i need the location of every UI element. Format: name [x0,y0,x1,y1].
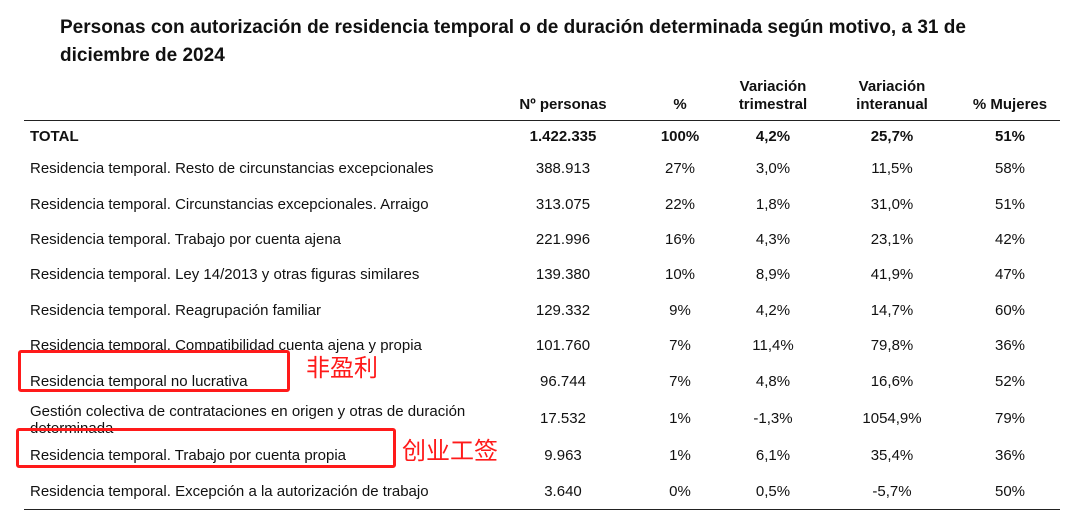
cell-personas: 17.532 [540,409,586,427]
row-label: Residencia temporal. Circunstancias exce… [30,195,429,213]
table-row-non-lucrative: Residencia temporal no lucrativa 96.744 … [24,363,1060,398]
header-var-interanual: Variación interanual [856,78,928,113]
table-row: Residencia temporal. Excepción a la auto… [24,474,1060,510]
cell-pct: 7% [669,337,691,355]
table-row: Residencia temporal. Resto de circunstan… [24,151,1060,186]
cell-personas: 388.913 [535,160,591,178]
cell-var-interanual: 25,7% [870,127,914,145]
cell-pct: 1% [669,409,691,427]
cell-pct: 10% [664,266,696,284]
cell-personas: 3.640 [544,482,582,500]
cell-var-interanual: 14,7% [870,301,914,319]
table-header-row: Nº personas % Variación trimestral Varia… [24,76,1060,121]
row-label: Residencia temporal. Trabajo por cuenta … [30,230,342,248]
row-label: TOTAL [30,127,79,145]
cell-var-trimestral: 8,9% [755,266,791,284]
row-label: Residencia temporal. Trabajo por cuenta … [30,447,347,465]
header-pct: % [673,96,687,113]
row-label: Residencia temporal. Compatibilidad cuen… [30,337,422,355]
cell-var-trimestral: 0,5% [755,482,791,500]
cell-pct-mujeres: 79% [994,409,1026,427]
table-row: Residencia temporal. Compatibilidad cuen… [24,328,1060,363]
cell-pct: 0% [669,482,691,500]
cell-pct: 9% [669,301,691,319]
row-label: Residencia temporal. Excepción a la auto… [30,482,429,500]
cell-pct: 16% [664,230,696,248]
cell-pct-mujeres: 51% [994,195,1026,213]
cell-pct-mujeres: 36% [994,447,1026,465]
row-label: Gestión colectiva de contrataciones en o… [30,403,466,438]
table-row: Residencia temporal. Circunstancias exce… [24,186,1060,221]
cell-personas: 139.380 [535,266,591,284]
cell-var-interanual: 79,8% [870,337,914,355]
cell-var-interanual: 11,5% [871,160,913,178]
cell-personas: 129.332 [535,301,591,319]
cell-var-interanual: 1054,9% [862,409,922,427]
cell-var-interanual: 31,0% [870,195,914,213]
row-label: Residencia temporal. Resto de circunstan… [30,160,434,178]
cell-personas: 96.744 [540,372,586,390]
cell-var-trimestral: 4,8% [755,372,791,390]
header-pct-mujeres: % Mujeres [972,96,1048,113]
cell-var-interanual: 41,9% [870,266,914,284]
cell-pct: 7% [669,372,691,390]
table-row: Residencia temporal. Ley 14/2013 y otras… [24,257,1060,292]
cell-pct: 1% [669,447,691,465]
cell-var-trimestral: 4,3% [755,230,791,248]
annotation-self-employed: 创业工签 [402,437,498,465]
header-personas: Nº personas [519,96,607,113]
table-row: Residencia temporal. Reagrupación famili… [24,293,1060,328]
annotation-non-lucrative: 非盈利 [306,354,378,382]
cell-pct-mujeres: 58% [994,160,1026,178]
table-title: Personas con autorización de residencia … [60,17,966,66]
highlight-box-self-employed [16,428,396,468]
cell-pct: 22% [664,195,696,213]
cell-personas: 101.760 [535,337,591,355]
cell-pct-mujeres: 52% [994,372,1026,390]
cell-var-trimestral: 6,1% [755,447,791,465]
cell-pct-mujeres: 50% [994,482,1026,500]
cell-personas: 221.996 [535,230,591,248]
cell-var-trimestral: 1,8% [755,195,791,213]
cell-var-trimestral: 11,4% [752,337,794,355]
cell-pct-mujeres: 42% [994,230,1026,248]
cell-var-trimestral: 4,2% [755,127,791,145]
cell-var-interanual: 35,4% [870,447,914,465]
cell-personas: 9.963 [544,447,582,465]
header-motivo [24,76,488,121]
cell-pct: 100% [660,127,700,145]
table-row-self-employed: Residencia temporal. Trabajo por cuenta … [24,438,1060,473]
cell-var-interanual: 16,6% [870,372,914,390]
row-label: Residencia temporal. Reagrupación famili… [30,301,321,319]
cell-pct-mujeres: 36% [994,337,1026,355]
cell-var-interanual: -5,7% [872,482,912,500]
header-var-trimestral: Variación trimestral [738,78,808,113]
cell-pct-mujeres: 47% [994,266,1026,284]
cell-personas: 1.422.335 [529,127,597,145]
table-row: Gestión colectiva de contrataciones en o… [24,399,1060,438]
cell-var-trimestral: -1,3% [753,409,793,427]
row-label: Residencia temporal no lucrativa [30,372,248,390]
cell-pct: 27% [664,160,696,178]
cell-var-trimestral: 4,2% [755,301,791,319]
cell-pct-mujeres: 60% [994,301,1026,319]
cell-var-interanual: 23,1% [870,230,914,248]
cell-personas: 313.075 [535,195,591,213]
residence-permits-table: Nº personas % Variación trimestral Varia… [24,76,1060,510]
cell-var-trimestral: 3,0% [755,160,791,178]
table-row-total: TOTAL 1.422.335 100% 4,2% 25,7% 51% [24,121,1060,152]
highlight-box-non-lucrative [18,350,290,392]
row-label: Residencia temporal. Ley 14/2013 y otras… [30,266,420,284]
cell-pct-mujeres: 51% [994,127,1026,145]
table-row: Residencia temporal. Trabajo por cuenta … [24,222,1060,257]
